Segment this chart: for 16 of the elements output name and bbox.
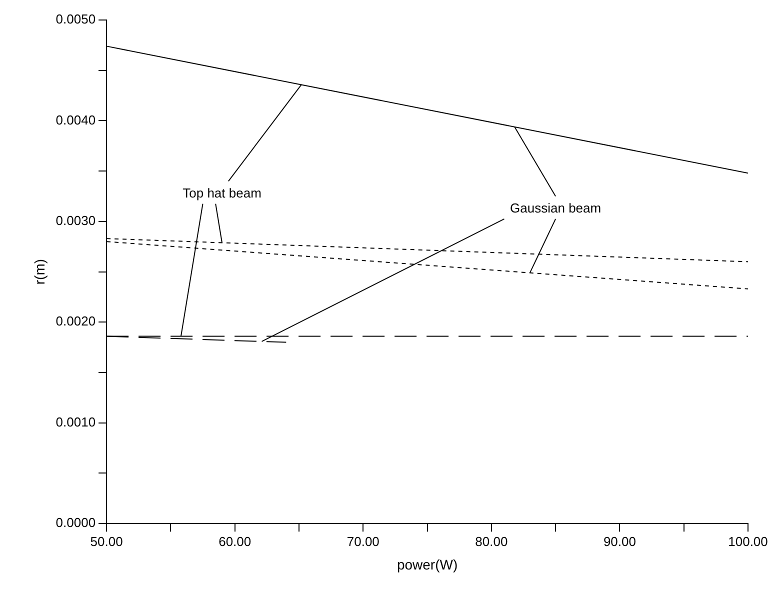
y-tick-label: 0.0000 <box>56 515 96 530</box>
x-tick-label: 70.00 <box>346 534 380 549</box>
x-tick-label: 80.00 <box>475 534 508 549</box>
y-tick-label: 0.0030 <box>56 213 96 228</box>
y-tick-label: 0.0010 <box>56 414 96 430</box>
x-tick-label: 100.00 <box>728 534 768 549</box>
x-tick-label: 90.00 <box>603 534 636 549</box>
x-axis-title: power(W) <box>396 556 458 572</box>
x-tick-label: 50.00 <box>90 534 123 549</box>
y-tick-label: 0.0040 <box>56 112 96 128</box>
annotation: Gaussian beam <box>510 200 602 216</box>
annotation: Top hat beam <box>182 185 262 200</box>
y-axis-title: r(m) <box>31 258 48 285</box>
y-tick-label: 0.0050 <box>56 12 96 27</box>
x-tick-label: 60.00 <box>218 534 252 549</box>
y-tick-label: 0.0020 <box>56 314 96 329</box>
